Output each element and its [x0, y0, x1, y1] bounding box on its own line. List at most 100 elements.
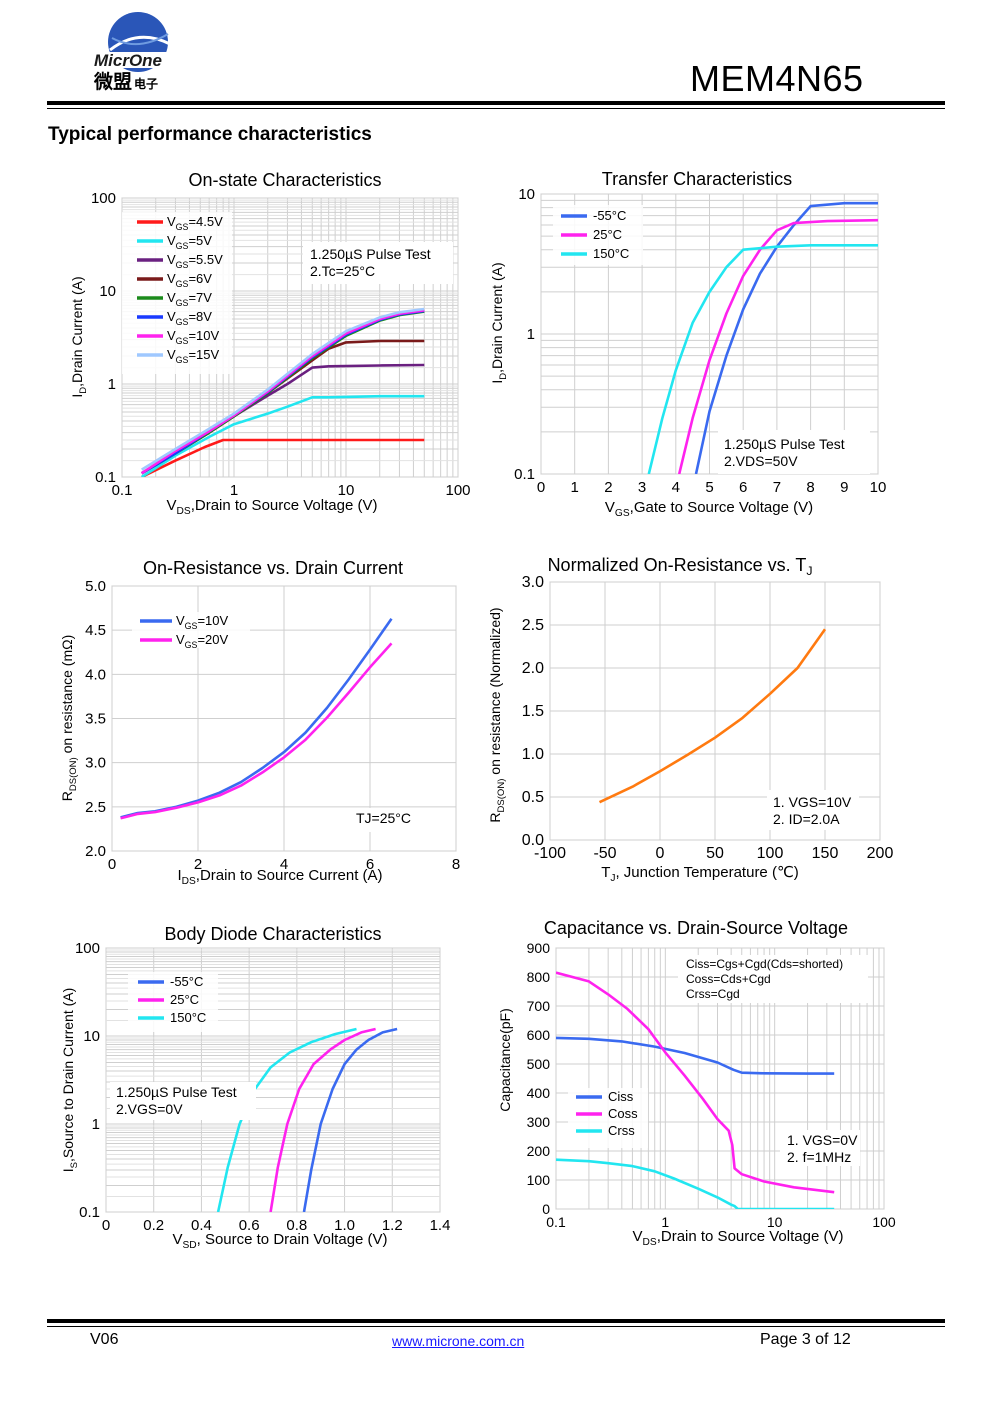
y-tick-label: 300 [527, 1114, 551, 1130]
y-tick-label: 1.0 [522, 746, 544, 763]
footer-rule [47, 1319, 945, 1323]
x-tick-label: 0 [102, 1217, 110, 1234]
y-axis-label: Capacitance(pF) [497, 1008, 513, 1112]
legend: -55°C 25°C 150°C [128, 972, 218, 1032]
series-line-rds-on- [598, 628, 827, 804]
y-tick-label: 200 [527, 1143, 551, 1159]
legend-label: VGS=6V [167, 271, 212, 289]
y-tick-label: 2.5 [85, 799, 106, 816]
legend-label: 25°C [170, 992, 199, 1007]
legend-label: Coss [608, 1106, 638, 1121]
page-number: Page 3 of 12 [760, 1331, 851, 1348]
x-tick-label: 10 [338, 482, 355, 499]
legend-label: VGS=7V [167, 290, 212, 308]
note-background [718, 430, 870, 474]
y-tick-label: 0.0 [522, 832, 544, 849]
x-tick-label: 1 [571, 479, 579, 496]
x-tick-label: 1.2 [382, 1217, 403, 1234]
series-group [120, 617, 393, 820]
chart-title: Transfer Characteristics [602, 169, 792, 189]
y-axis-label: RDS(ON) on resistance (mΩ) [59, 635, 79, 801]
note-line: 2. f=1MHz [787, 1149, 851, 1165]
x-axis-label: IDS,Drain to Source Current (A) [177, 867, 382, 887]
section-title: Typical performance characteristics [48, 124, 372, 145]
legend: -55°C 25°C 150°C [553, 205, 643, 265]
note-line: 1.250µS Pulse Test [310, 246, 431, 262]
series-line--55-c [694, 201, 878, 474]
series-line-vgs-4-5v [141, 438, 425, 477]
note-line: 2.VGS=0V [116, 1101, 183, 1117]
y-tick-label: 100 [75, 940, 100, 957]
legend-label: VGS=20V [176, 632, 228, 650]
y-tick-label: 700 [527, 998, 551, 1014]
chart-title: On-state Characteristics [188, 170, 381, 190]
plot-area [105, 947, 441, 1213]
note-background [767, 790, 859, 830]
part-number: MEM4N65 [690, 58, 864, 99]
x-tick-label: 0.1 [546, 1214, 566, 1230]
legend-label: Ciss [608, 1089, 634, 1104]
chart-title: On-Resistance vs. Drain Current [143, 558, 403, 578]
y-tick-label: 900 [527, 940, 551, 956]
x-tick-label: 100 [757, 845, 784, 862]
y-tick-label: 3.0 [522, 574, 544, 591]
y-tick-label: 100 [91, 190, 116, 207]
y-tick-label: 0.1 [79, 1204, 100, 1221]
x-tick-label: 9 [840, 479, 848, 496]
legend: Ciss Coss Crss [568, 1088, 648, 1148]
series-group [140, 307, 425, 477]
x-axis-label: VDS,Drain to Source Voltage (V) [167, 497, 378, 517]
series-line-vgs-5v [141, 394, 425, 477]
x-tick-label: -100 [534, 845, 566, 862]
y-axis-label: ID,Drain Current (A) [489, 262, 509, 383]
grid [105, 947, 441, 1213]
plot-area [121, 197, 459, 478]
y-tick-label: 600 [527, 1027, 551, 1043]
grid [540, 193, 879, 475]
website-link[interactable]: www.microne.com.cn [392, 1333, 525, 1349]
legend-label: -55°C [170, 974, 203, 989]
note-line: 2. ID=2.0A [773, 811, 840, 827]
y-tick-label: 1 [92, 1116, 100, 1133]
legend-label: VGS=10V [167, 328, 219, 346]
y-tick-label: 1 [527, 326, 535, 343]
legend-label: -55°C [593, 208, 626, 223]
x-axis-label: TJ, Junction Temperature (℃) [601, 864, 799, 884]
x-tick-label: 1 [230, 482, 238, 499]
y-tick-label: 0.5 [522, 789, 544, 806]
grid [555, 947, 885, 1210]
legend-background [132, 612, 250, 648]
series-line-150-c [647, 244, 878, 474]
series-line-vgs-6v [141, 339, 425, 475]
note-line: TJ=25°C [356, 810, 411, 826]
note-background [348, 808, 418, 832]
y-tick-label: 0.1 [514, 466, 535, 483]
x-tick-label: 4 [280, 856, 288, 873]
formula-note-line: Coss=Cds+Cgd [686, 972, 771, 986]
series-group [556, 971, 835, 1209]
x-tick-label: 8 [806, 479, 814, 496]
grid [549, 581, 881, 841]
plot-area [549, 581, 881, 841]
y-tick-label: 3.0 [85, 755, 106, 772]
x-tick-label: 4 [672, 479, 680, 496]
note-line: 1. VGS=10V [773, 794, 852, 810]
legend-background [553, 205, 643, 265]
y-tick-label: 4.5 [85, 622, 106, 639]
x-tick-label: 1.0 [334, 1217, 355, 1234]
x-tick-label: 1.4 [430, 1217, 451, 1234]
note-line: 2.VDS=50V [724, 453, 798, 469]
y-tick-label: 5.0 [85, 578, 106, 595]
formula-note-line: Ciss=Cgs+Cgd(Cds=shorted) [686, 957, 843, 971]
y-tick-label: 100 [527, 1172, 551, 1188]
y-tick-label: 800 [527, 969, 551, 985]
x-tick-label: 1 [661, 1214, 669, 1230]
note-line: 1.250µS Pulse Test [724, 436, 845, 452]
x-tick-label: 0.6 [239, 1217, 260, 1234]
legend-label: VGS=4.5V [167, 214, 223, 232]
y-axis-label: ID,Drain Current (A) [69, 276, 89, 397]
chart-title: Body Diode Characteristics [164, 924, 381, 944]
y-axis-label: RDS(ON) on resistance (Normalized) [487, 607, 507, 822]
legend-label: VGS=5V [167, 233, 212, 251]
